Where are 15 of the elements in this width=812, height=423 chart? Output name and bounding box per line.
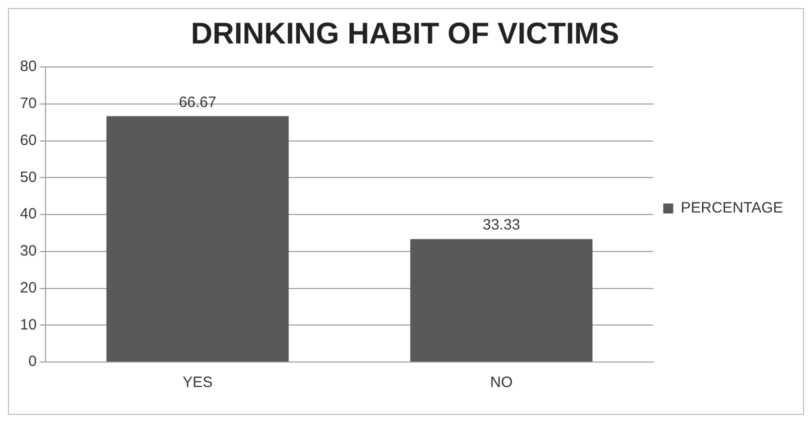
y-tick-label: 60 xyxy=(20,132,37,149)
x-tick-label: YES xyxy=(182,374,213,392)
y-tick-label: 70 xyxy=(20,95,37,112)
chart-title: DRINKING HABIT OF VICTIMS xyxy=(190,17,620,50)
y-tick-label: 20 xyxy=(20,279,37,296)
y-tick-label: 80 xyxy=(20,58,37,76)
y-tick-label: 0 xyxy=(28,353,37,370)
y-tick-label: 10 xyxy=(20,316,37,334)
y-tick-label: 40 xyxy=(20,206,37,223)
data-label: 66.67 xyxy=(178,94,216,111)
legend-label: PERCENTAGE xyxy=(680,200,784,217)
y-tick-label: 50 xyxy=(20,168,37,186)
y-tick-label: 30 xyxy=(20,242,37,260)
data-label: 33.33 xyxy=(482,216,520,234)
x-tick-label: NO xyxy=(490,374,513,392)
